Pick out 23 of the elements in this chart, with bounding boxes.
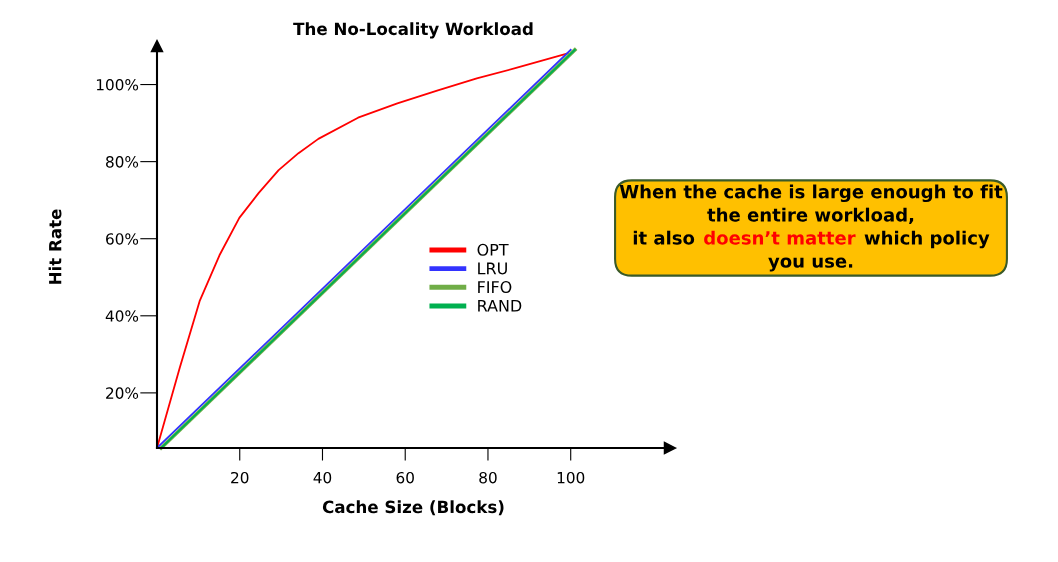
text: the entire workload, xyxy=(707,207,914,224)
legend-label: RAND xyxy=(478,299,522,312)
x-tick-label: 60 xyxy=(396,471,414,484)
y-tick-label: 40% xyxy=(105,310,139,322)
y-tick-label: 80% xyxy=(106,156,139,168)
legend-label: LRU xyxy=(478,262,507,275)
x-tick-label: 100 xyxy=(557,471,585,484)
annotation: When the cache is large enough to fit xyxy=(619,184,1003,203)
legend-label: FIFO xyxy=(478,281,512,294)
annotation: it also xyxy=(633,230,695,245)
legend-label: OPT xyxy=(477,243,509,256)
x-tick-label: 20 xyxy=(231,471,249,484)
text: you use. xyxy=(768,257,853,272)
x-axis-title: Cache Size (Blocks) xyxy=(322,500,504,516)
chart-title: The No-Locality Workload xyxy=(293,22,533,39)
y-tick-label: 60% xyxy=(106,233,139,245)
y-tick-label: 20% xyxy=(106,387,139,399)
y-tick-label: 100% xyxy=(96,79,139,91)
x-tick-label: 40 xyxy=(313,471,332,484)
x-tick-label: 80 xyxy=(479,471,497,484)
text: doesn’t matter xyxy=(704,230,856,245)
y-axis-title: Hit Rate xyxy=(48,209,62,284)
text: which policy xyxy=(864,230,990,249)
